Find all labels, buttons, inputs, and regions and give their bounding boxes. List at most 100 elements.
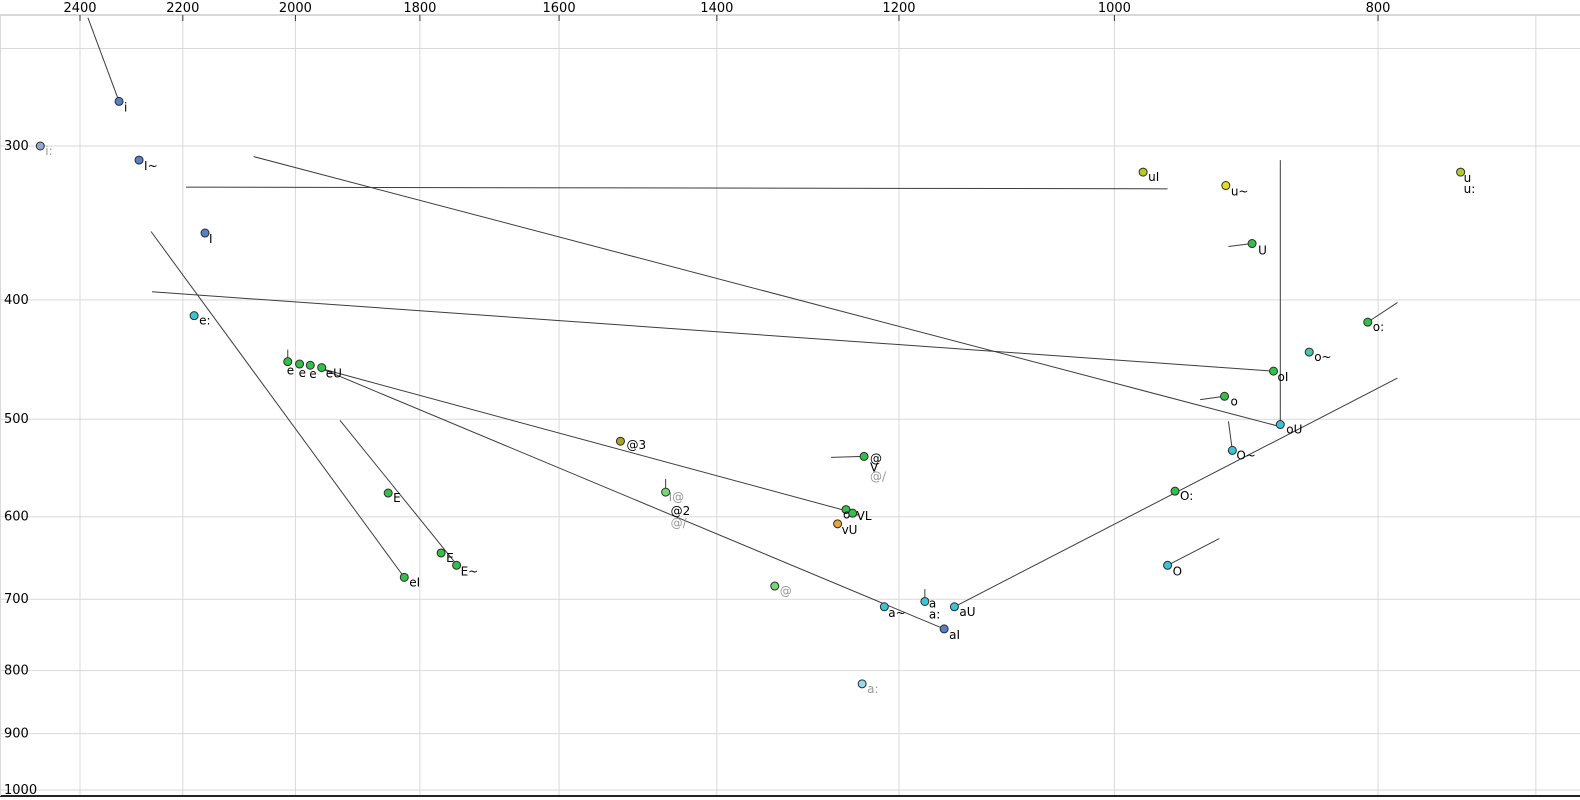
y-tick-label: 500	[4, 412, 29, 427]
data-point	[1363, 317, 1373, 327]
point-label: E	[446, 551, 454, 565]
point-label: e	[309, 367, 316, 381]
y-tick-label: 1000	[4, 783, 37, 798]
trajectory-line	[150, 231, 405, 578]
data-point	[1163, 560, 1173, 570]
x-tick-label: 2400	[63, 1, 96, 16]
point-label: @/	[870, 469, 887, 483]
point-label: @	[780, 584, 792, 598]
trajectory-line	[339, 419, 459, 568]
trajectory-line	[87, 17, 120, 102]
x-tick-label: 2200	[166, 1, 199, 16]
point-label: @3	[626, 438, 646, 452]
point-label: V	[870, 460, 879, 474]
data-point	[383, 488, 393, 498]
point-label: a	[929, 596, 936, 610]
data-point	[1269, 366, 1279, 376]
y-tick-label: 300	[4, 139, 29, 154]
trajectory-line	[321, 368, 945, 630]
point-label: e	[287, 364, 294, 378]
data-point	[1304, 347, 1314, 357]
x-tick-label: 1200	[882, 1, 915, 16]
point-label: a:	[929, 607, 940, 621]
data-point	[1138, 167, 1148, 177]
point-label: i:	[45, 144, 52, 158]
point-label: u~	[1231, 185, 1249, 199]
trajectory-line	[152, 291, 1274, 372]
x-tick-label: 1800	[403, 1, 436, 16]
data-point	[857, 679, 867, 689]
point-label: oI	[1278, 370, 1289, 384]
trajectory-line	[186, 186, 1168, 190]
data-point	[615, 436, 625, 446]
point-label: uI	[1148, 170, 1159, 184]
point-label: eU	[326, 367, 342, 381]
point-label: E~	[461, 564, 479, 578]
data-point	[920, 596, 930, 606]
data-point	[399, 572, 409, 582]
data-point	[35, 141, 45, 151]
trajectory-line	[1367, 302, 1398, 323]
point-label: O	[1173, 564, 1182, 578]
data-point	[1170, 486, 1180, 496]
data-point	[305, 360, 315, 370]
point-label: @	[870, 451, 882, 465]
point-label: eI	[409, 575, 420, 589]
data-point	[1275, 420, 1285, 430]
point-label: a:	[867, 682, 878, 696]
data-point	[848, 508, 858, 518]
data-point	[939, 624, 949, 634]
point-label: aU	[959, 605, 975, 619]
point-label: o~	[1314, 350, 1331, 364]
point-label: E	[393, 491, 401, 505]
data-point	[1221, 181, 1231, 191]
point-label: O:	[1180, 489, 1193, 503]
data-point	[661, 487, 671, 497]
x-tick-label: 800	[1366, 1, 1391, 16]
trajectory-line	[1227, 421, 1233, 451]
data-point	[1247, 239, 1257, 249]
data-point	[452, 560, 462, 570]
point-label: i	[124, 100, 127, 114]
data-point	[1220, 391, 1230, 401]
x-tick-label: 1600	[543, 1, 576, 16]
point-label: u	[1464, 171, 1472, 185]
point-label: u:	[1464, 182, 1476, 196]
point-label: O~	[1236, 448, 1256, 462]
point-label: I~	[144, 159, 158, 173]
y-tick-label: 900	[4, 727, 29, 742]
x-tick-label: 1000	[1098, 1, 1131, 16]
point-label: @/	[671, 516, 688, 530]
y-tick-label: 800	[4, 664, 29, 679]
data-point	[114, 96, 124, 106]
data-point	[200, 228, 210, 238]
y-tick-label: 600	[4, 510, 29, 525]
data-point	[859, 451, 869, 461]
trajectory-line	[1167, 538, 1220, 566]
data-point	[295, 359, 305, 369]
data-point	[770, 581, 780, 591]
data-point	[1227, 445, 1237, 455]
point-label: @2	[671, 504, 691, 518]
x-tick-label: 2000	[279, 1, 312, 16]
y-tick-label: 700	[4, 592, 29, 607]
data-point	[879, 602, 889, 612]
data-point	[283, 357, 293, 367]
data-point	[317, 363, 327, 373]
data-point	[189, 311, 199, 321]
data-point	[134, 155, 144, 165]
data-point	[1456, 167, 1466, 177]
point-label: aI	[949, 628, 960, 642]
x-tick-label: 1400	[700, 1, 733, 16]
point-label: e:	[199, 314, 210, 328]
point-label: e	[299, 366, 306, 380]
trajectory-line	[831, 455, 865, 458]
data-point	[833, 519, 843, 529]
point-label: o	[1231, 394, 1238, 408]
point-label: U	[1258, 244, 1267, 258]
point-label: a~	[888, 606, 905, 620]
data-point	[949, 602, 959, 612]
trajectory-line	[253, 156, 1281, 428]
